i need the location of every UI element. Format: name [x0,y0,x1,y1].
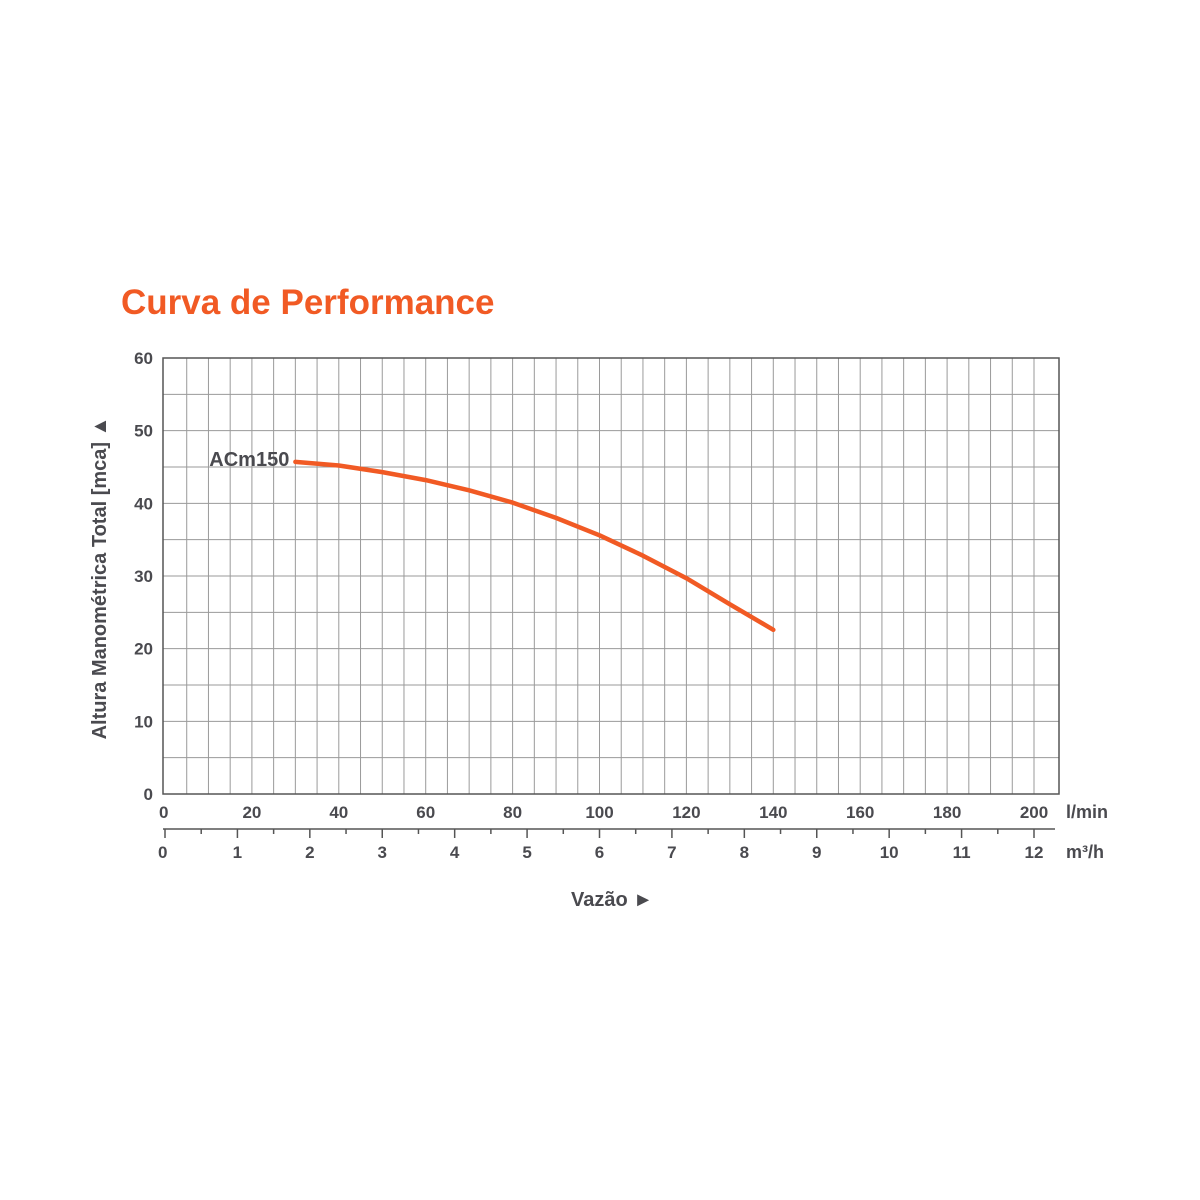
x-tick-label-m3h: 10 [880,843,899,862]
x-tick-label-m3h: 12 [1025,843,1044,862]
plot-frame [162,357,1060,795]
x-tick-label-m3h: 0 [158,843,167,862]
x-tick-label-lmin: 40 [329,803,348,822]
x-tick-label-m3h: 5 [522,843,531,862]
x-tick-label-lmin: 0 [159,803,168,822]
x-tick-label-m3h: 7 [667,843,676,862]
x-tick-label-m3h: 4 [450,843,460,862]
y-tick-label: 10 [134,712,153,731]
x-tick-label-lmin: 160 [846,803,874,822]
y-tick-label: 20 [134,640,153,659]
chart-title: Curva de Performance [121,283,495,322]
x-tick-label-m3h: 11 [953,843,971,862]
series-layer: ACm150 [209,449,776,633]
grid [163,358,1059,794]
y-tick-label: 60 [134,349,153,368]
y-tick-label: 40 [134,494,153,513]
x-tick-label-lmin: 200 [1020,803,1048,822]
x-tick-label-lmin: 20 [242,803,261,822]
x-tick-label-m3h: 6 [595,843,604,862]
x-axis-label: Vazão ► [571,889,653,911]
x-tick-label-lmin: 120 [672,803,700,822]
x-unit-m3h: m³/h [1066,842,1104,862]
x-tick-label-m3h: 2 [305,843,314,862]
x-unit-lmin: l/min [1066,802,1108,822]
x-tick-label-lmin: 100 [585,803,613,822]
x-tick-label-m3h: 1 [233,843,242,862]
y-axis-label: Altura Manométrica Total [mca] ▲ [89,417,111,740]
x-tick-label-lmin: 140 [759,803,787,822]
y-tick-label: 50 [134,422,153,441]
series-line [293,459,776,633]
x-tick-label-m3h: 3 [378,843,387,862]
x-tick-label-lmin: 60 [416,803,435,822]
series-label: ACm150 [209,449,289,471]
y-tick-label: 0 [144,785,153,804]
y-axis-ticks: 0 10 20 30 40 50 60 [134,349,153,804]
x-tick-label-m3h: 9 [812,843,821,862]
x-tick-label-lmin: 180 [933,803,961,822]
x-tick-label-lmin: 80 [503,803,522,822]
y-tick-label: 30 [134,567,153,586]
x-tick-label-m3h: 8 [740,843,749,862]
